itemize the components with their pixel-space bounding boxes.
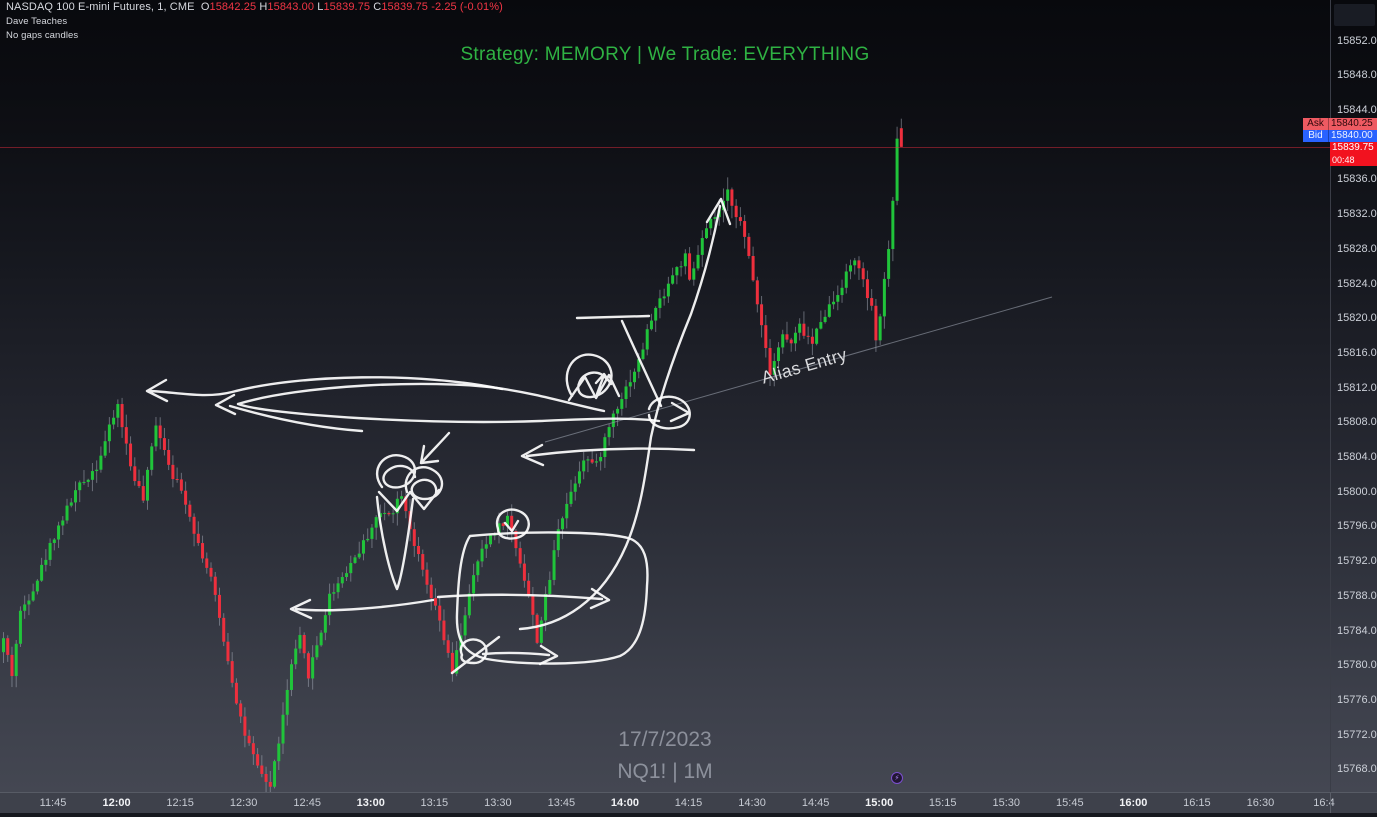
time-tick: 13:45 bbox=[547, 797, 576, 809]
time-tick: 16:00 bbox=[1119, 797, 1148, 809]
ohlc-low-value: 15839.75 bbox=[323, 1, 371, 13]
time-tick: 11:45 bbox=[39, 797, 67, 809]
price-tick: 15844.00 bbox=[1337, 104, 1377, 116]
price-tick: 15772.00 bbox=[1337, 728, 1377, 741]
legend-line-no-gaps[interactable]: No gaps candles bbox=[6, 30, 79, 41]
axis-corner-divider bbox=[1330, 793, 1331, 814]
hand-drawing-left-arrow-2 bbox=[214, 393, 364, 433]
ohlc-close-label: C bbox=[373, 1, 382, 13]
hand-drawing-scribble-top bbox=[565, 353, 621, 402]
time-tick: 14:15 bbox=[674, 797, 703, 809]
flash-marker-icon[interactable]: ⚡ bbox=[891, 772, 903, 784]
time-tick: 12:45 bbox=[293, 797, 321, 809]
price-tick: 15804.00 bbox=[1337, 451, 1377, 463]
price-tick: 15792.00 bbox=[1337, 555, 1377, 568]
hand-drawing-small-circle-top bbox=[495, 508, 530, 540]
time-tick: 14:00 bbox=[610, 797, 640, 809]
price-tick: 15780.00 bbox=[1337, 659, 1377, 672]
bid-tag: Bid bbox=[1303, 130, 1329, 142]
hand-drawing-diag-line bbox=[620, 319, 663, 408]
hand-drawing-flat-oval-loop bbox=[236, 382, 661, 424]
price-tick: 15812.00 bbox=[1337, 381, 1377, 394]
hand-drawing-mid-left-arrow bbox=[520, 443, 696, 467]
watermark-symbol: NQ1! | 1M bbox=[617, 760, 713, 783]
hand-drawing-rounded-rect bbox=[455, 531, 649, 665]
last-price-value: 15839.75 bbox=[1332, 142, 1374, 153]
watermark-date: 17/7/2023 bbox=[618, 728, 712, 751]
time-tick: 16:30 bbox=[1246, 797, 1275, 809]
time-tick: 12:30 bbox=[229, 797, 258, 809]
time-tick: 14:30 bbox=[738, 797, 766, 809]
hand-drawing-hline-top bbox=[575, 314, 651, 320]
price-tick: 15808.00 bbox=[1337, 416, 1377, 429]
symbol-title: NASDAQ 100 E-mini Futures, 1, CME bbox=[6, 1, 195, 13]
time-axis[interactable]: 11:45 12:00 12:15 12:30 12:45 13:00 13:15 13:30… bbox=[0, 792, 1377, 817]
candlestick-series bbox=[2, 118, 903, 792]
hand-drawing-long-left-arrow bbox=[145, 376, 504, 403]
legend-line-dave-teaches[interactable]: Dave Teaches bbox=[6, 16, 68, 27]
chart-pane[interactable]: NASDAQ 100 E-mini Futures, 1, CME O15842… bbox=[0, 0, 1330, 792]
ohlc-high-label: H bbox=[259, 1, 268, 13]
ohlc-low-label: L bbox=[317, 1, 324, 13]
price-tick: 15800.00 bbox=[1337, 485, 1377, 498]
ask-tag: Ask bbox=[1303, 118, 1329, 130]
symbol-ohlc-row[interactable]: NASDAQ 100 E-mini Futures, 1, CME O15842… bbox=[6, 2, 503, 13]
ask-value: 15840.25 bbox=[1331, 118, 1373, 129]
strategy-title-text[interactable]: Strategy: MEMORY | We Trade: EVERYTHING bbox=[460, 44, 870, 65]
price-tick: 15824.00 bbox=[1337, 277, 1377, 290]
time-tick: 13:30 bbox=[484, 797, 512, 809]
hand-drawing-down-left-arrow bbox=[419, 431, 451, 465]
ohlc-close-value: 15839.75 bbox=[381, 1, 429, 13]
price-tick: 15828.00 bbox=[1337, 242, 1377, 255]
price-tick: 15836.00 bbox=[1337, 173, 1377, 186]
bid-value: 15840.00 bbox=[1331, 130, 1373, 141]
hand-drawing-flag-loop bbox=[647, 395, 691, 430]
bar-countdown: 00:48 bbox=[1332, 155, 1355, 165]
symbol-legend[interactable]: NASDAQ 100 E-mini Futures, 1, CME O15842… bbox=[6, 2, 503, 42]
price-axis[interactable]: 15852.00 15848.00 15844.00 15836.00 15832.00… bbox=[1303, 0, 1377, 792]
hand-drawing-scribble-left bbox=[376, 453, 444, 513]
ask-price-label: Ask 15840.25 bbox=[1303, 118, 1377, 130]
hand-drawing-circle-slash-arrow bbox=[450, 635, 559, 675]
time-tick: 15:30 bbox=[992, 797, 1021, 809]
time-tick: 16:4 bbox=[1313, 797, 1335, 809]
bid-price-label: Bid 15840.00 bbox=[1303, 130, 1377, 142]
price-tick: 15796.00 bbox=[1337, 520, 1377, 533]
hand-drawing-big-swoop-arrow bbox=[518, 197, 732, 631]
time-tick: 15:45 bbox=[1056, 797, 1084, 809]
trendline-label[interactable]: Alias Entry bbox=[759, 344, 850, 388]
time-axis-bottom-strip bbox=[0, 813, 1377, 817]
price-tick: 15768.00 bbox=[1337, 763, 1377, 776]
change-value: -2.25 (-0.01%) bbox=[431, 1, 503, 13]
price-tick: 15852.00 bbox=[1337, 34, 1377, 47]
ohlc-open-label: O bbox=[200, 1, 210, 13]
price-axis-settings-button[interactable] bbox=[1334, 4, 1375, 26]
time-tick: 13:15 bbox=[420, 797, 449, 809]
time-tick: 14:45 bbox=[801, 797, 830, 809]
price-tick: 15788.00 bbox=[1337, 589, 1377, 602]
time-tick: 12:15 bbox=[166, 797, 194, 809]
hand-drawing-deep-v bbox=[375, 495, 415, 591]
price-tick: 15820.00 bbox=[1337, 312, 1377, 325]
price-tick: 15784.00 bbox=[1337, 624, 1377, 637]
chart-watermark[interactable]: 17/7/2023 NQ1! | 1M bbox=[0, 724, 1330, 788]
time-tick: 15:15 bbox=[928, 797, 957, 809]
hand-drawn-annotations[interactable] bbox=[0, 0, 1330, 792]
price-tick: 15832.00 bbox=[1337, 208, 1377, 221]
time-tick: 13:00 bbox=[356, 797, 385, 809]
time-tick: 12:00 bbox=[102, 797, 131, 809]
time-tick: 15:00 bbox=[865, 797, 894, 809]
ohlc-high-value: 15843.00 bbox=[267, 1, 315, 13]
hand-drawing-sweep-left-arrow bbox=[289, 598, 435, 620]
ohlc-open-value: 15842.25 bbox=[209, 1, 257, 13]
last-price-line bbox=[0, 147, 1330, 148]
last-price-label: 15839.75 00:48 bbox=[1330, 142, 1377, 166]
price-tick: 15776.00 bbox=[1337, 693, 1377, 706]
price-tick: 15848.00 bbox=[1337, 69, 1377, 82]
time-tick: 16:15 bbox=[1183, 797, 1211, 809]
price-tick: 15816.00 bbox=[1337, 346, 1377, 359]
hand-drawing-right-arrow-mid bbox=[436, 587, 611, 610]
